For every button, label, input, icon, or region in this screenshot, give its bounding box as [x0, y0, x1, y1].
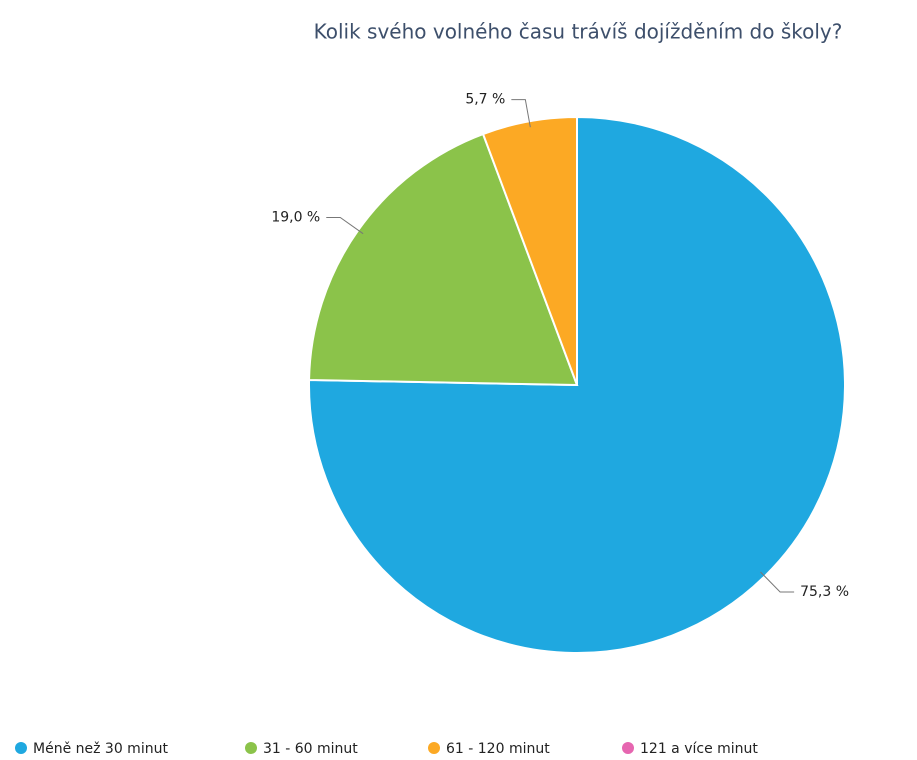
legend-marker — [15, 742, 27, 754]
legend-marker — [245, 742, 257, 754]
label-line — [326, 217, 364, 235]
legend-label: 61 - 120 minut — [446, 741, 550, 757]
chart-title: Kolik svého volného času trávíš dojížděn… — [314, 20, 843, 44]
label-line — [760, 571, 795, 593]
legend-marker — [622, 742, 634, 754]
legend-label: Méně než 30 minut — [33, 741, 168, 757]
legend-label: 121 a více minut — [640, 741, 758, 757]
legend-label: 31 - 60 minut — [263, 741, 358, 757]
legend-marker — [428, 742, 440, 754]
data-label: 75,3 % — [800, 584, 849, 600]
data-label: 19,0 % — [271, 210, 320, 226]
data-label: 5,7 % — [465, 92, 505, 108]
label-line — [511, 99, 531, 128]
